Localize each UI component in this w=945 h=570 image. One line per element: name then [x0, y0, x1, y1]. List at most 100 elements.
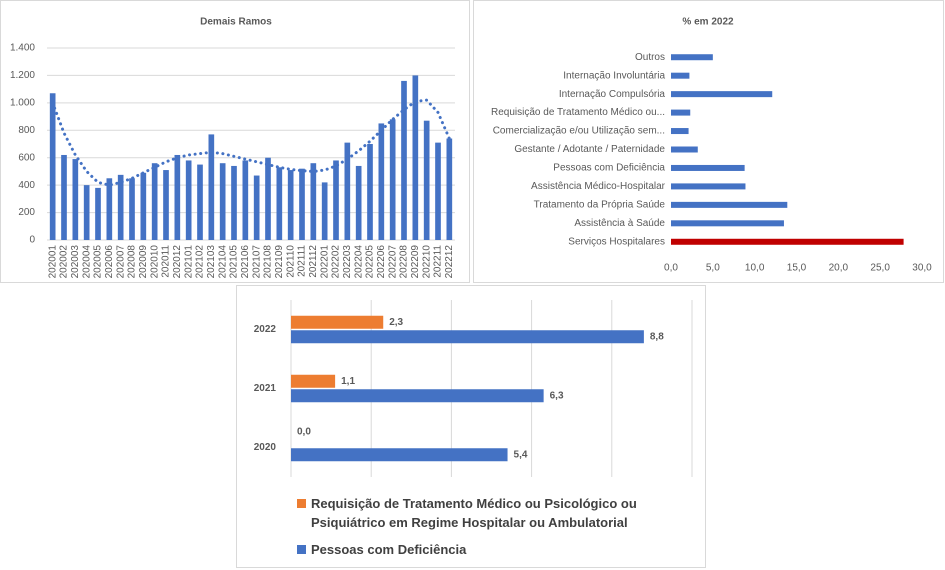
bar — [265, 157, 271, 240]
x-tick-label: 202206 — [376, 245, 387, 279]
legend-entry: Pessoas com Deficiência — [311, 542, 467, 557]
category-label: Tratamento da Própria Saúde — [534, 200, 666, 211]
bar — [291, 374, 336, 388]
x-tick-label: 202006 — [104, 245, 115, 279]
x-tick-label: 202106 — [240, 245, 251, 279]
x-tick-label: 10,0 — [745, 263, 765, 274]
x-tick-label: 20,0 — [829, 263, 849, 274]
bar — [83, 185, 90, 240]
x-tick-label: 30,0 — [912, 263, 932, 274]
y-tick-label: 1.000 — [10, 97, 35, 108]
bar — [389, 119, 396, 240]
x-tick-label: 202109 — [274, 245, 285, 279]
x-tick-label: 202001 — [47, 245, 58, 279]
x-tick-label: 202212 — [444, 245, 455, 279]
x-tick-label: 202202 — [331, 245, 342, 279]
bar — [355, 165, 362, 240]
x-tick-label: 202108 — [263, 245, 274, 279]
bar — [129, 178, 135, 240]
bar — [671, 201, 788, 208]
category-label: Outros — [635, 52, 665, 63]
bar — [174, 154, 181, 240]
category-label: Assistência à Saúde — [574, 218, 665, 229]
bar — [253, 175, 260, 240]
x-tick-label: 202007 — [115, 245, 126, 279]
bar — [185, 160, 192, 240]
data-label: 8,8 — [650, 331, 664, 342]
bar — [219, 163, 226, 240]
x-tick-label: 202008 — [127, 245, 138, 279]
bar — [291, 389, 544, 403]
bar — [151, 163, 158, 240]
y-tick-label: 0 — [29, 235, 35, 246]
bar — [378, 123, 385, 240]
x-tick-label: 15,0 — [787, 263, 807, 274]
category-label: Assistência Médico-Hospitalar — [531, 181, 666, 192]
x-tick-label: 202104 — [217, 245, 228, 279]
category-label: Comercialização e/ou Utilização sem... — [493, 126, 665, 137]
data-label: 6,3 — [550, 390, 564, 401]
category-label: Serviços Hospitalares — [568, 236, 665, 247]
x-tick-label: 202103 — [206, 245, 217, 279]
bar — [333, 160, 339, 240]
x-tick-label: 202204 — [353, 245, 364, 279]
x-tick-label: 202011 — [161, 245, 172, 278]
category-label: 2021 — [254, 383, 277, 394]
bar — [671, 109, 691, 116]
category-label: 2022 — [254, 324, 277, 335]
bar — [231, 165, 237, 240]
y-tick-label: 400 — [18, 180, 35, 191]
bar — [321, 182, 328, 240]
y-tick-label: 1.200 — [10, 70, 35, 81]
bar — [163, 170, 169, 240]
x-tick-label: 202111 — [297, 245, 308, 277]
bar — [140, 172, 147, 240]
bar — [49, 93, 56, 240]
data-label: 5,4 — [514, 449, 528, 460]
x-tick-label: 202208 — [399, 245, 410, 279]
trendline — [51, 98, 451, 187]
x-tick-label: 202102 — [195, 245, 206, 279]
bar — [291, 330, 644, 344]
x-tick-label: 5,0 — [706, 263, 720, 274]
bar — [344, 142, 351, 240]
y-tick-label: 200 — [18, 207, 35, 218]
category-label: Requisição de Tratamento Médico ou... — [491, 107, 665, 118]
bar — [446, 138, 453, 240]
legend-swatch — [297, 499, 306, 508]
bar — [671, 164, 745, 171]
x-tick-label: 202012 — [172, 245, 183, 279]
x-tick-label: 202205 — [365, 245, 376, 279]
x-tick-label: 202107 — [251, 245, 262, 279]
panel — [473, 0, 944, 283]
bar — [291, 448, 508, 462]
bar — [106, 178, 113, 240]
bar — [208, 134, 215, 240]
bar — [671, 146, 698, 153]
bar — [291, 315, 384, 329]
bar — [423, 120, 430, 240]
bar — [401, 80, 407, 241]
bar — [412, 75, 419, 240]
y-tick-label: 600 — [18, 152, 35, 163]
x-tick-label: 202003 — [70, 245, 81, 279]
legend-swatch — [297, 545, 306, 554]
bar — [287, 170, 294, 240]
bar — [117, 174, 124, 240]
x-tick-label: 202207 — [387, 245, 398, 279]
bar — [671, 91, 773, 98]
bar — [671, 238, 904, 245]
data-label: 2,3 — [389, 317, 403, 328]
chart-title: Demais Ramos — [200, 17, 272, 28]
bar — [276, 167, 283, 240]
y-tick-label: 1.400 — [10, 43, 35, 54]
bar — [671, 220, 784, 227]
bar — [435, 142, 441, 240]
bar — [671, 128, 689, 135]
x-tick-label: 202210 — [421, 245, 432, 279]
bar — [310, 163, 317, 240]
bar — [95, 187, 101, 240]
data-label: 1,1 — [341, 376, 355, 387]
